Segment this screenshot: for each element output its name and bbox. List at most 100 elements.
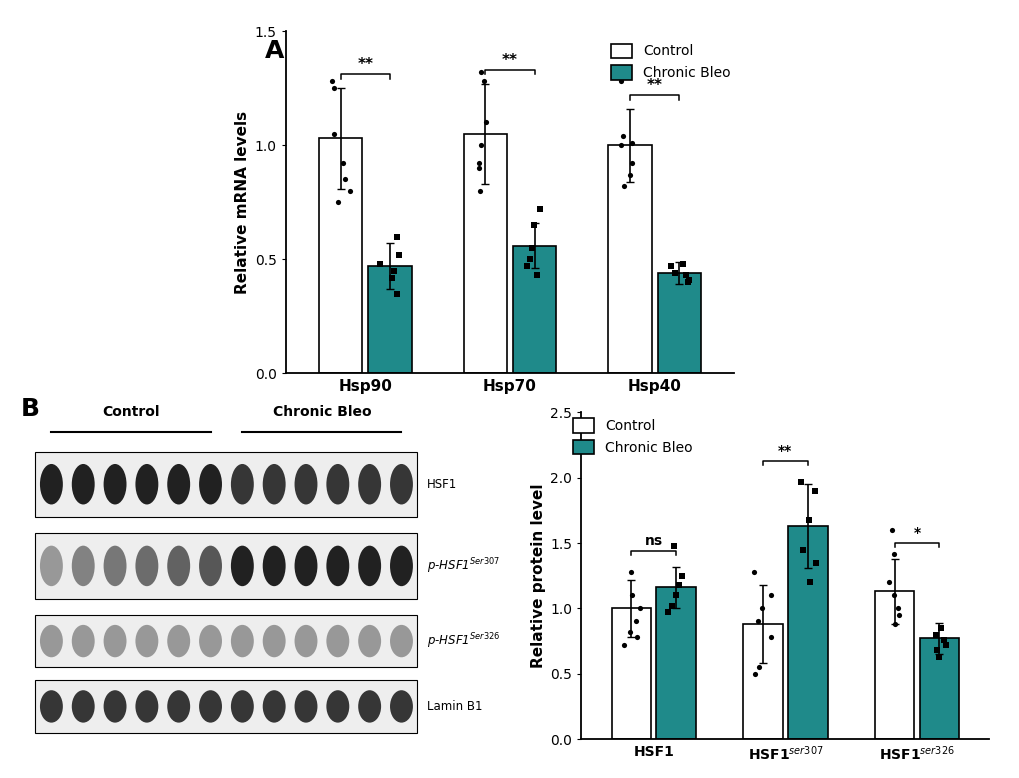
Point [323, 75, 339, 88]
Point [325, 128, 341, 140]
Ellipse shape [263, 464, 285, 504]
Ellipse shape [326, 625, 348, 657]
Bar [36, 533, 417, 598]
Point [667, 589, 684, 601]
Point [663, 600, 680, 612]
Text: **: ** [646, 78, 662, 93]
Ellipse shape [294, 464, 317, 504]
Point [673, 569, 689, 582]
Ellipse shape [389, 690, 413, 723]
Point [935, 633, 952, 646]
Point [612, 75, 629, 88]
Point [928, 644, 945, 657]
Ellipse shape [136, 464, 158, 504]
Point [883, 524, 900, 536]
Point [671, 579, 687, 591]
Point [675, 258, 691, 270]
Ellipse shape [136, 690, 158, 723]
Ellipse shape [167, 690, 190, 723]
Point [659, 606, 676, 619]
Bar [657, 273, 700, 373]
Bar [36, 615, 417, 668]
Point [680, 274, 696, 286]
Ellipse shape [167, 545, 190, 586]
Ellipse shape [389, 464, 413, 504]
Ellipse shape [199, 464, 222, 504]
Point [750, 661, 766, 674]
Point [628, 631, 644, 643]
Text: **: ** [357, 58, 373, 72]
Point [522, 253, 538, 265]
Ellipse shape [389, 625, 413, 657]
Point [792, 475, 808, 488]
Ellipse shape [326, 690, 348, 723]
Point [800, 513, 816, 526]
Text: *: * [913, 527, 920, 541]
Point [612, 139, 629, 152]
Point [927, 629, 944, 641]
Point [930, 650, 947, 663]
Text: **: ** [777, 444, 792, 458]
Ellipse shape [358, 690, 381, 723]
Point [476, 75, 492, 88]
Ellipse shape [294, 690, 317, 723]
Bar [743, 624, 782, 739]
Ellipse shape [230, 545, 254, 586]
Point [385, 265, 401, 277]
Point [615, 180, 632, 192]
Ellipse shape [104, 464, 126, 504]
Point [372, 258, 388, 270]
Ellipse shape [136, 545, 158, 586]
Bar [36, 451, 417, 517]
Point [525, 219, 541, 231]
Point [471, 184, 487, 197]
Text: Chronic Bleo: Chronic Bleo [272, 405, 371, 419]
Y-axis label: Relative mRNA levels: Relative mRNA levels [235, 110, 250, 294]
Text: **: ** [501, 53, 518, 68]
Point [614, 639, 631, 651]
Point [388, 287, 405, 300]
Ellipse shape [40, 625, 63, 657]
Text: B: B [20, 397, 40, 421]
Point [749, 615, 765, 628]
Point [746, 668, 762, 680]
Point [886, 589, 902, 601]
Point [519, 260, 535, 272]
Point [886, 547, 902, 559]
Text: A: A [265, 39, 284, 63]
Point [473, 139, 489, 152]
Text: p-HSF1$^{Ser307}$: p-HSF1$^{Ser307}$ [427, 556, 499, 576]
Point [471, 162, 487, 174]
Point [528, 269, 544, 282]
Point [329, 196, 345, 209]
Point [523, 242, 539, 254]
Ellipse shape [199, 625, 222, 657]
Bar [788, 526, 826, 739]
Point [677, 269, 693, 282]
Ellipse shape [230, 625, 254, 657]
Point [665, 539, 682, 552]
Text: ns: ns [644, 534, 662, 548]
Text: Lamin B1: Lamin B1 [427, 700, 482, 713]
Point [614, 130, 631, 142]
Point [936, 639, 953, 651]
Ellipse shape [263, 625, 285, 657]
Point [762, 589, 779, 601]
Point [471, 157, 487, 170]
Point [477, 116, 493, 128]
Text: Control: Control [102, 405, 160, 419]
Point [666, 267, 683, 279]
Point [325, 82, 341, 94]
Bar [874, 591, 913, 739]
Point [388, 230, 405, 243]
Ellipse shape [358, 464, 381, 504]
Point [624, 589, 640, 601]
Ellipse shape [230, 464, 254, 504]
Point [473, 66, 489, 79]
Text: HSF1: HSF1 [427, 478, 457, 491]
Ellipse shape [294, 545, 317, 586]
Point [383, 272, 399, 284]
Bar [611, 608, 650, 739]
Ellipse shape [104, 690, 126, 723]
Ellipse shape [326, 545, 348, 586]
